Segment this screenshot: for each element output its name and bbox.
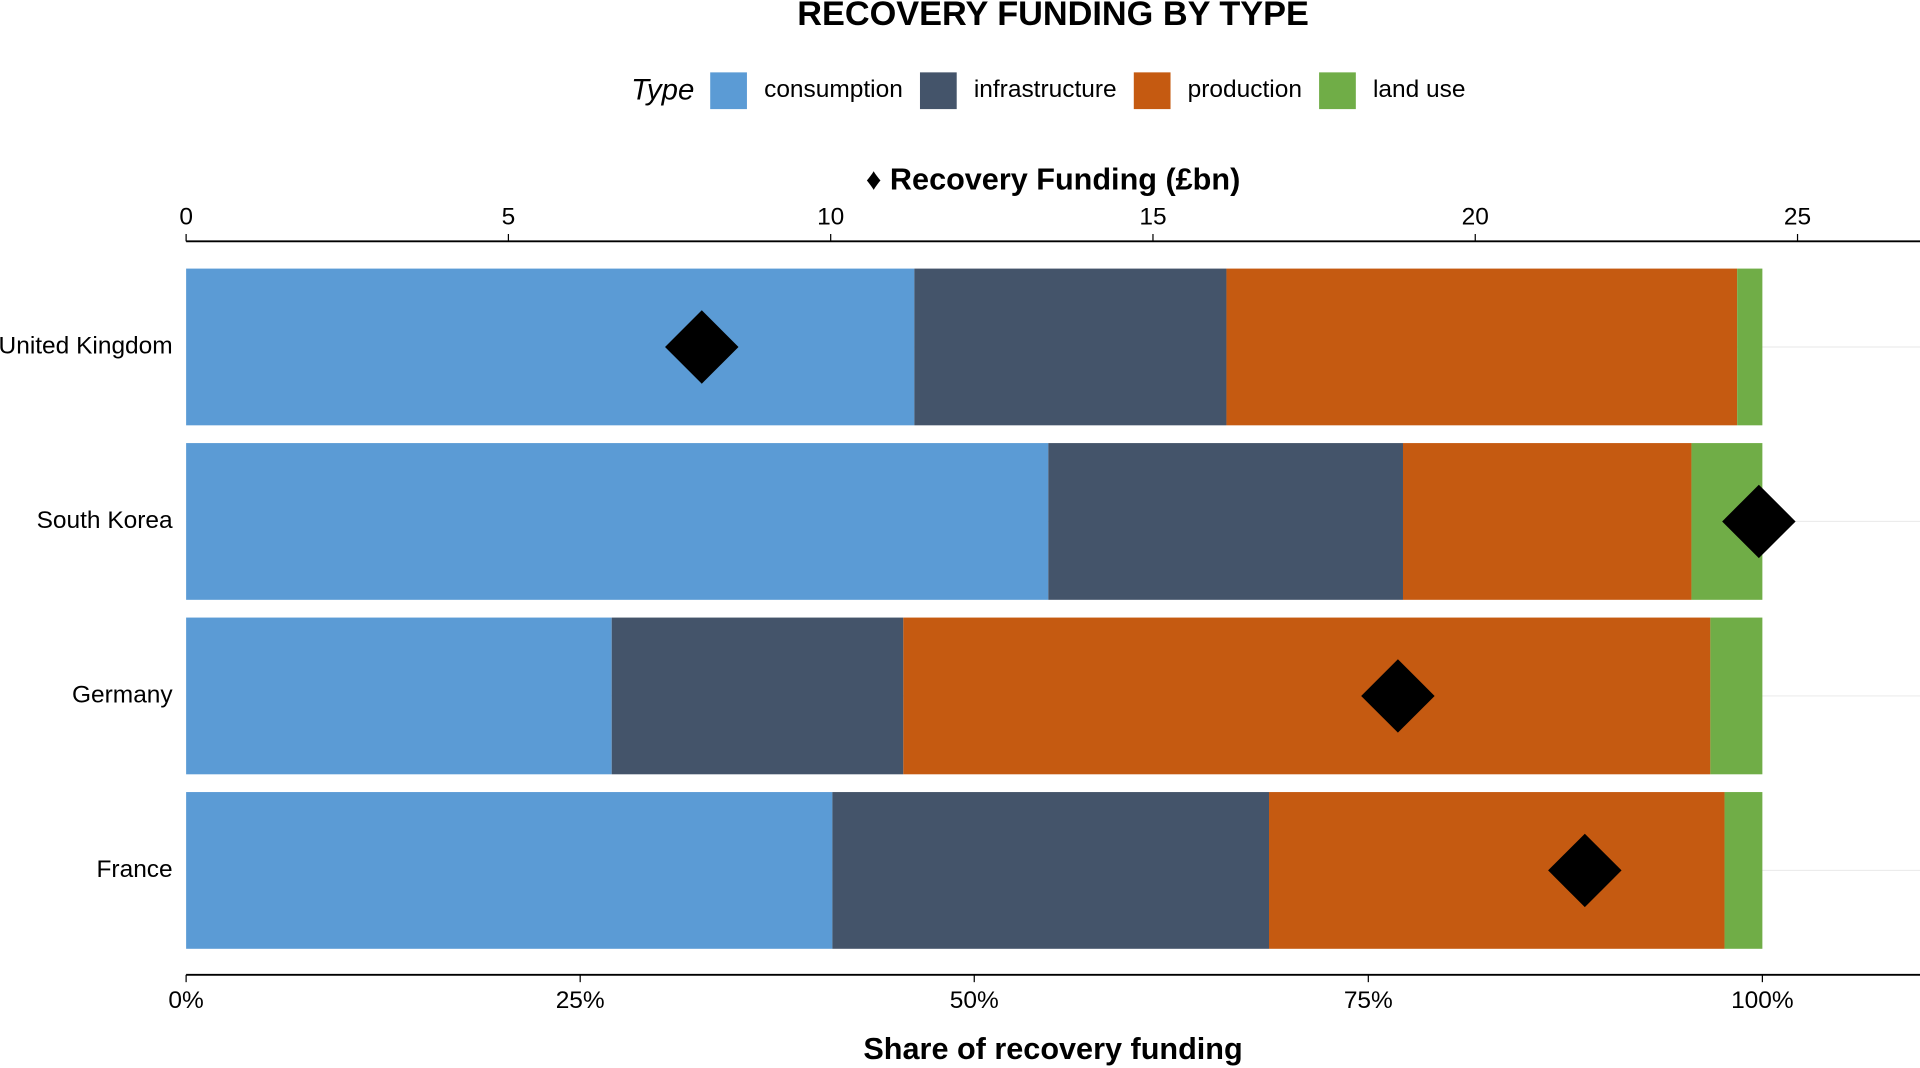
- bar-segment: [903, 617, 1711, 775]
- bar-segment: [832, 792, 1270, 949]
- y-tick-label: South Korea: [37, 507, 173, 534]
- bar-segment: [1402, 443, 1692, 600]
- diamond-marker: [1722, 484, 1796, 559]
- x2-tick-label: 5: [502, 204, 516, 231]
- x-tick-label: 25%: [556, 987, 605, 1014]
- y-tick-label: Germany: [72, 681, 173, 708]
- bar-segment: [1226, 268, 1738, 426]
- bar-segment: [1048, 443, 1403, 600]
- diamond-marker: [1548, 833, 1622, 908]
- legend-swatch: [1133, 72, 1171, 110]
- legend-label: consumption: [764, 76, 903, 103]
- legend-label: infrastructure: [974, 76, 1117, 103]
- bar-segment: [1737, 268, 1763, 426]
- chart-title: RECOVERY FUNDING BY TYPE: [797, 0, 1309, 33]
- legend-swatch: [919, 72, 957, 110]
- bar-segment: [1724, 792, 1763, 949]
- x-tick-label: 0%: [168, 987, 203, 1014]
- legend-label: land use: [1373, 76, 1466, 103]
- x2-tick-label: 0: [179, 204, 193, 231]
- y-tick-label: United Kingdom: [0, 332, 173, 359]
- legend-swatch: [710, 72, 747, 110]
- bar-segment: [186, 792, 833, 949]
- legend-swatch: [1319, 72, 1356, 110]
- bar-segment: [186, 617, 612, 775]
- x-tick-label: 50%: [950, 987, 999, 1014]
- x2-tick-label: 25: [1784, 204, 1811, 231]
- x-tick-label: 75%: [1344, 987, 1393, 1014]
- bar-segment: [1710, 617, 1763, 775]
- legend-title: Type: [631, 74, 694, 107]
- x-tick-label: 100%: [1731, 987, 1794, 1014]
- y-tick-label: France: [96, 856, 172, 883]
- x-axis-title: Share of recovery funding: [863, 1032, 1242, 1066]
- x2-tick-label: 15: [1139, 204, 1166, 231]
- diamond-marker: [665, 310, 739, 384]
- x2-axis-title: ♦ Recovery Funding (£bn): [866, 162, 1240, 196]
- x2-tick-label: 10: [817, 204, 844, 231]
- bar-segment: [186, 268, 915, 426]
- bar-segment: [186, 443, 1049, 600]
- bar-segment: [1269, 792, 1725, 949]
- legend-label: production: [1188, 76, 1302, 103]
- x2-tick-label: 20: [1462, 204, 1489, 231]
- bar-segment: [914, 268, 1227, 426]
- bar-segment: [611, 617, 904, 775]
